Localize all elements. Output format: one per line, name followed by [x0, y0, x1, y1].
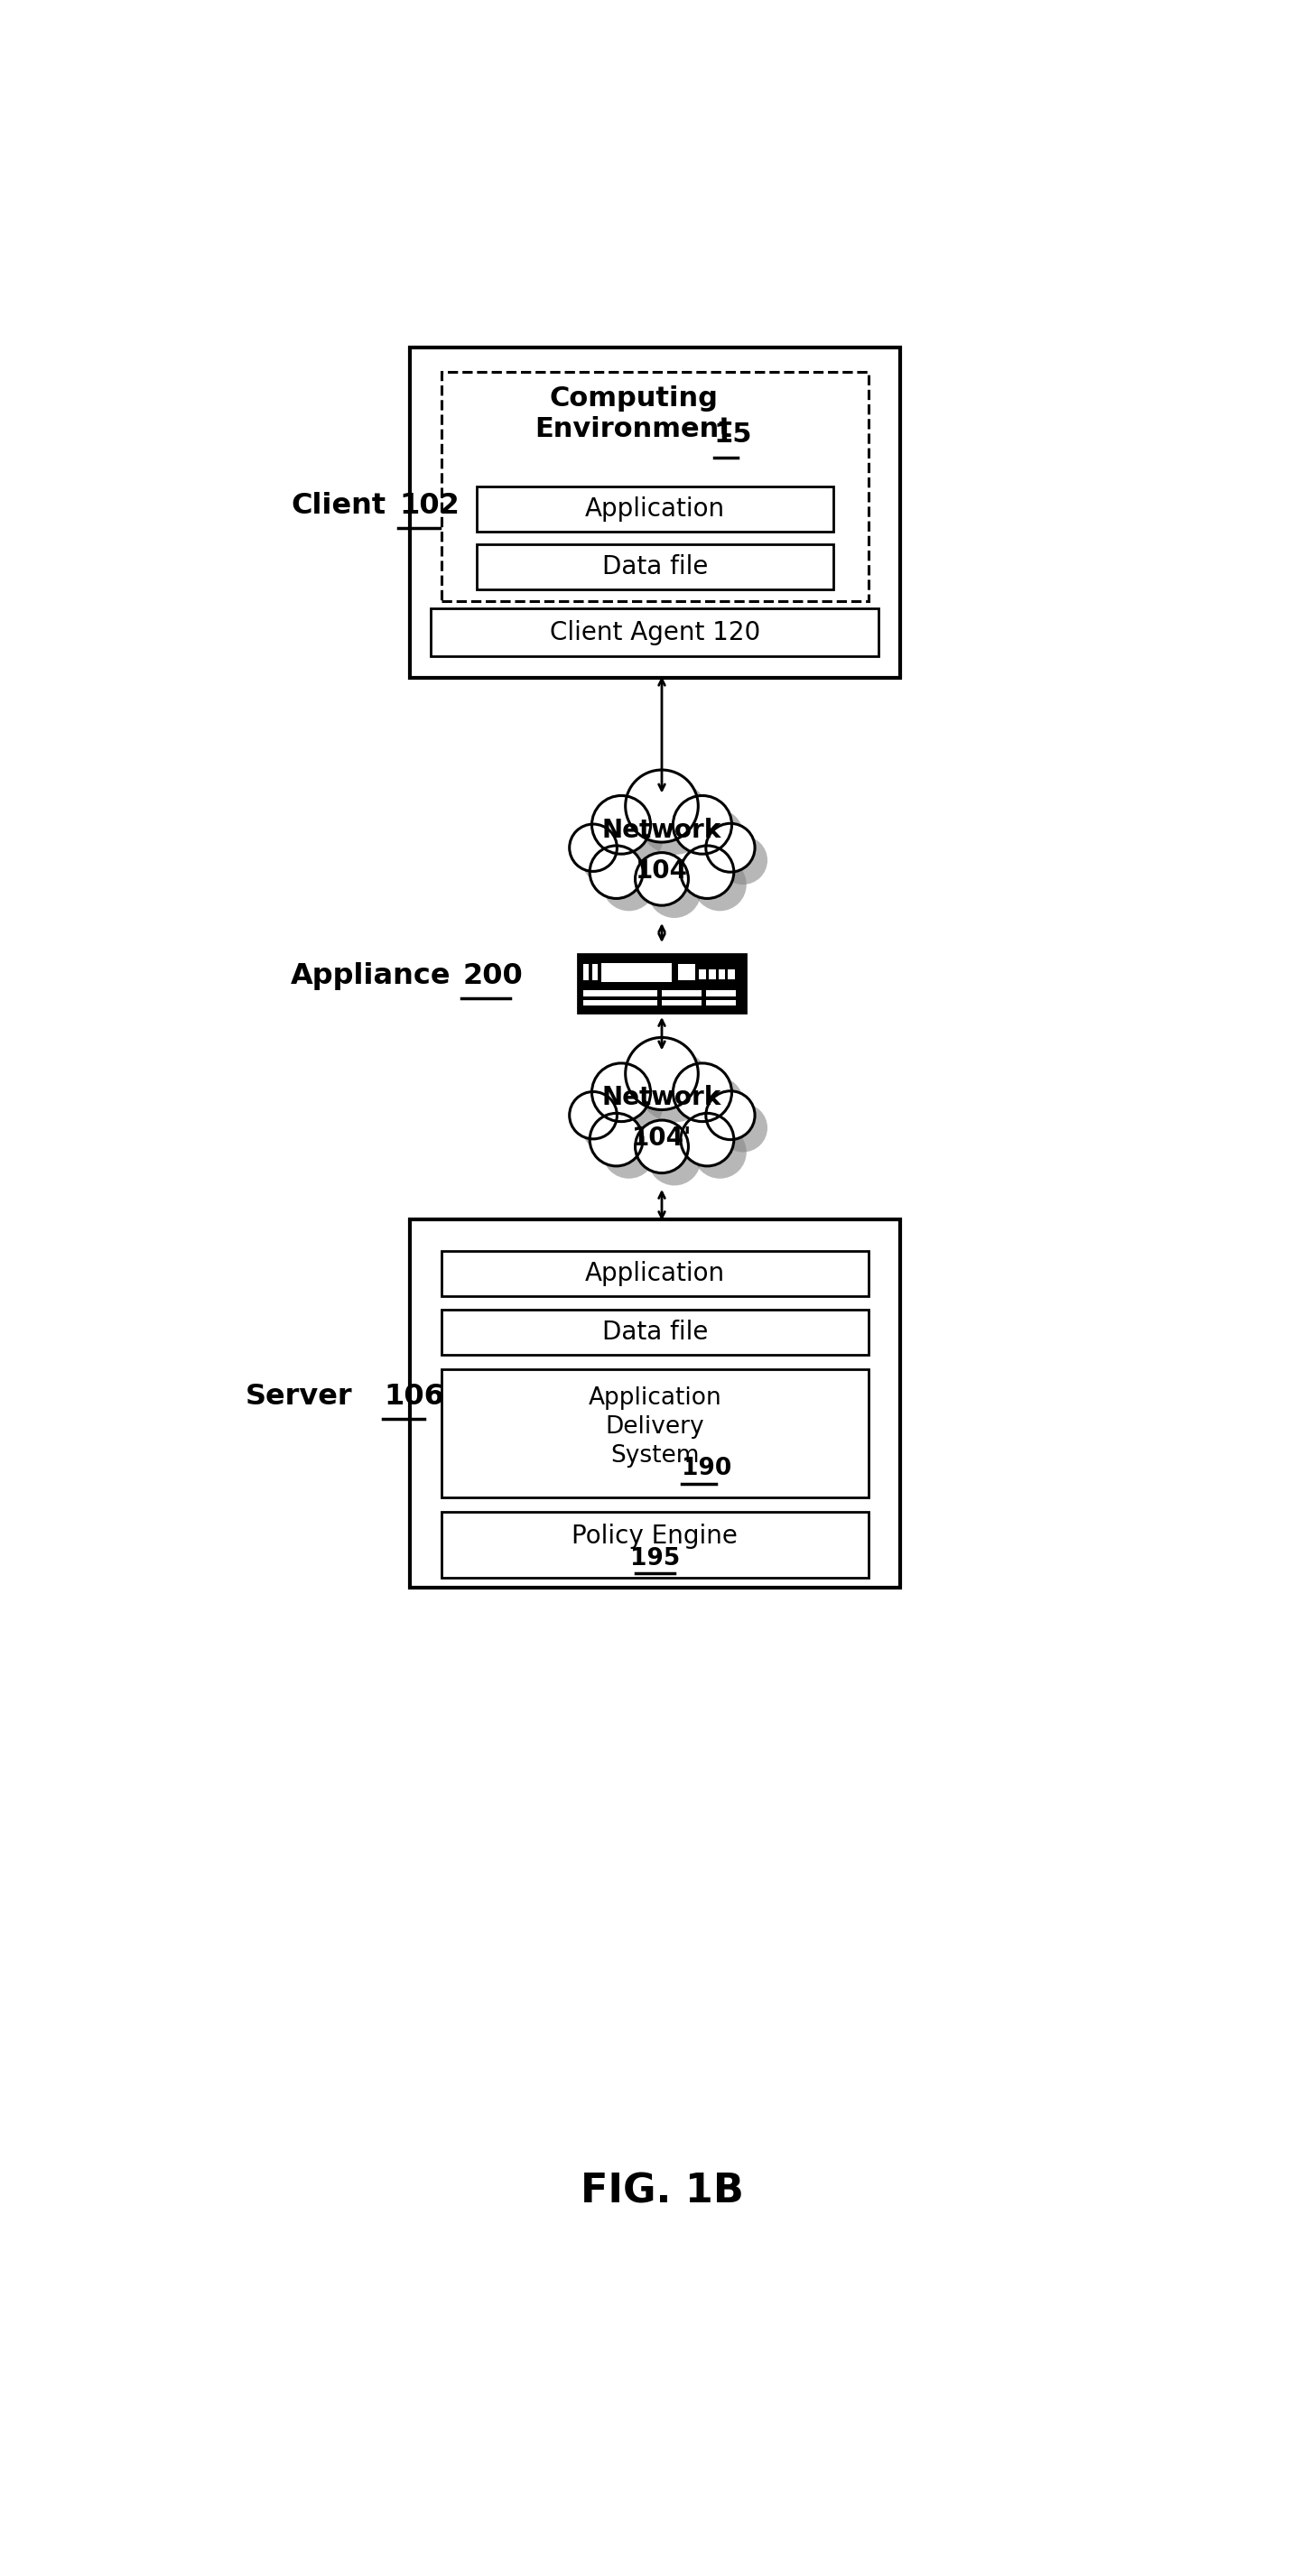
Circle shape — [705, 824, 755, 873]
Text: 195: 195 — [630, 1546, 680, 1571]
Circle shape — [636, 1121, 689, 1172]
Circle shape — [647, 866, 702, 917]
Circle shape — [686, 1077, 744, 1133]
Bar — [410, 348, 899, 677]
Circle shape — [589, 845, 643, 899]
Text: FIG. 1B: FIG. 1B — [580, 2172, 743, 2210]
Bar — [442, 1512, 868, 1577]
Bar — [662, 999, 702, 1005]
Circle shape — [589, 1113, 643, 1167]
Bar — [678, 963, 695, 981]
Circle shape — [694, 858, 747, 912]
Bar — [477, 544, 833, 590]
Bar — [432, 608, 879, 657]
Text: 190: 190 — [681, 1455, 731, 1481]
Circle shape — [718, 837, 767, 884]
Text: Data file: Data file — [602, 554, 708, 580]
Circle shape — [638, 783, 711, 855]
Bar — [705, 989, 736, 997]
Circle shape — [636, 853, 689, 904]
Circle shape — [705, 1092, 755, 1139]
Text: Policy Engine: Policy Engine — [572, 1522, 738, 1548]
Text: 106: 106 — [384, 1383, 444, 1412]
Text: 102: 102 — [399, 492, 460, 520]
Circle shape — [570, 824, 618, 871]
Circle shape — [638, 1051, 711, 1123]
Bar — [442, 371, 868, 600]
Circle shape — [592, 1064, 651, 1121]
Text: 15: 15 — [714, 422, 752, 448]
Circle shape — [673, 1064, 731, 1121]
Circle shape — [581, 1105, 629, 1151]
Bar — [442, 1368, 868, 1497]
Circle shape — [625, 770, 698, 842]
Bar — [705, 999, 736, 1005]
Bar — [584, 999, 658, 1005]
Circle shape — [673, 796, 731, 855]
Bar — [602, 963, 672, 981]
Bar — [662, 989, 702, 997]
Text: 200: 200 — [463, 963, 523, 989]
Bar — [584, 989, 658, 997]
Bar — [718, 969, 725, 979]
Circle shape — [686, 809, 744, 866]
Text: 104': 104' — [632, 1126, 691, 1151]
Circle shape — [605, 1077, 663, 1133]
Bar — [578, 953, 745, 1012]
Text: 104: 104 — [636, 858, 687, 884]
Bar — [699, 969, 705, 979]
Bar — [592, 963, 597, 981]
Circle shape — [570, 1092, 618, 1139]
Text: Data file: Data file — [602, 1319, 708, 1345]
Bar — [708, 969, 716, 979]
Text: Application: Application — [585, 497, 725, 520]
Bar — [442, 1252, 868, 1296]
Circle shape — [625, 1038, 698, 1110]
Circle shape — [592, 796, 651, 855]
Text: Client: Client — [291, 492, 386, 520]
Circle shape — [605, 809, 663, 866]
Text: Server: Server — [245, 1383, 353, 1412]
Text: Appliance: Appliance — [291, 963, 451, 989]
Circle shape — [602, 1126, 655, 1180]
Bar — [477, 487, 833, 531]
Circle shape — [602, 858, 655, 912]
Bar — [410, 1218, 899, 1587]
Circle shape — [718, 1103, 767, 1151]
Text: Network: Network — [602, 817, 721, 842]
Circle shape — [581, 837, 629, 884]
Bar — [584, 963, 589, 981]
Text: Application: Application — [585, 1260, 725, 1285]
Text: Network: Network — [602, 1084, 721, 1110]
Text: Client Agent 120: Client Agent 120 — [549, 621, 760, 644]
Bar — [442, 1311, 868, 1355]
Circle shape — [681, 1113, 734, 1167]
Text: Computing
Environment: Computing Environment — [535, 386, 733, 443]
Text: Application
Delivery
System: Application Delivery System — [588, 1386, 721, 1468]
Circle shape — [681, 845, 734, 899]
Bar — [729, 969, 735, 979]
Circle shape — [694, 1126, 747, 1180]
Circle shape — [647, 1133, 702, 1185]
